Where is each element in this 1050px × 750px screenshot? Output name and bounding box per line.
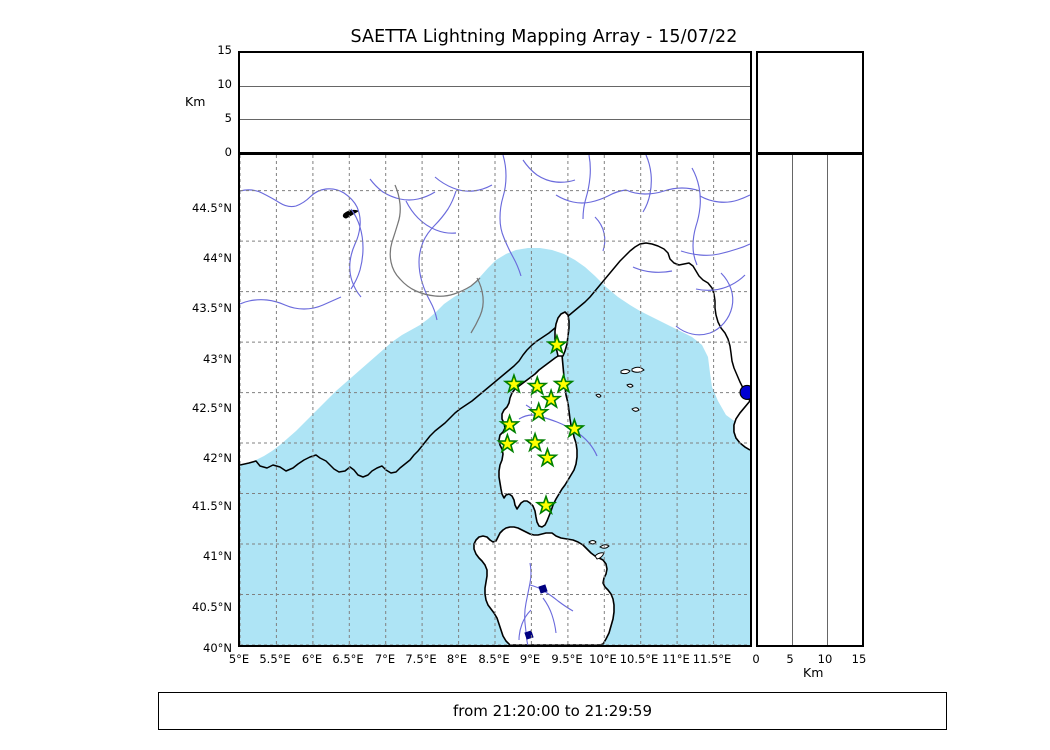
- tick-lat-44-5: 44.5°N: [192, 201, 232, 215]
- page-title: SAETTA Lightning Mapping Array - 15/07/2…: [350, 27, 738, 47]
- source-marker: [739, 384, 750, 401]
- gridline-rt-5: [792, 155, 793, 645]
- station-marker: [524, 431, 547, 453]
- altitude-vs-latitude-panel: [756, 153, 864, 647]
- tick-rt-10: 10: [817, 652, 833, 666]
- station-marker: [498, 413, 521, 435]
- station-marker: [540, 387, 563, 409]
- tick-rt-5: 5: [786, 652, 794, 666]
- tick-lat-43: 43°N: [203, 352, 232, 366]
- axis-label-km-vertical: Km: [185, 94, 206, 109]
- axis-label-km-horizontal: Km: [803, 665, 824, 680]
- tick-alt-15: 15: [217, 43, 232, 57]
- tick-lat-41-5: 41.5°N: [192, 499, 232, 513]
- tick-lat-41: 41°N: [203, 549, 232, 563]
- station-marker: [536, 446, 559, 468]
- gridline-alt-10: [240, 86, 750, 87]
- gridline-rt-10: [827, 155, 828, 645]
- vhf-source-markers: [739, 384, 750, 401]
- tick-alt-10: 10: [217, 77, 232, 91]
- station-marker: [502, 372, 526, 394]
- tick-lon-7: 7°E: [374, 652, 396, 666]
- tick-lon-9-5: 9.5°E: [551, 652, 583, 666]
- tick-lon-11-5: 11.5°E: [692, 652, 732, 666]
- tick-lon-6-5: 6.5°E: [332, 652, 364, 666]
- tick-lon-10: 10°E: [589, 652, 617, 666]
- tick-lon-5: 5°E: [228, 652, 250, 666]
- tick-lon-9: 9°E: [519, 652, 541, 666]
- tick-alt-0: 0: [224, 145, 232, 159]
- gridline-alt-5: [240, 119, 750, 120]
- tick-lat-42-5: 42.5°N: [192, 401, 232, 415]
- tick-rt-0: 0: [752, 652, 760, 666]
- lma-station-markers: [496, 333, 586, 515]
- station-marker: [534, 493, 558, 515]
- map-graphics: [240, 155, 750, 645]
- tick-lon-7-5: 7.5°E: [405, 652, 437, 666]
- station-marker: [545, 333, 568, 355]
- altitude-vs-longitude-panel: [238, 51, 752, 154]
- time-range-caption: from 21:20:00 to 21:29:59: [158, 692, 947, 730]
- tick-lat-43-5: 43.5°N: [192, 301, 232, 315]
- time-range-text: from 21:20:00 to 21:29:59: [452, 702, 652, 720]
- tick-lon-6: 6°E: [301, 652, 323, 666]
- station-marker: [496, 432, 519, 454]
- tick-lat-42: 42°N: [203, 451, 232, 465]
- tick-rt-15: 15: [851, 652, 867, 666]
- tick-lon-11: 11°E: [662, 652, 690, 666]
- station-marker: [526, 374, 549, 396]
- station-marker: [552, 372, 575, 394]
- tick-lat-44: 44°N: [203, 251, 232, 265]
- tick-lon-8: 8°E: [446, 652, 468, 666]
- station-marker: [563, 417, 586, 439]
- tick-lon-5-5: 5.5°E: [259, 652, 291, 666]
- station-marker: [527, 400, 550, 423]
- tick-lon-10-5: 10.5°E: [619, 652, 659, 666]
- altitude-histogram-panel: [756, 51, 864, 154]
- tick-alt-5: 5: [224, 111, 232, 125]
- tick-lon-8-5: 8.5°E: [478, 652, 510, 666]
- tick-lat-40: 40°N: [203, 641, 232, 655]
- tick-lat-40-5: 40.5°N: [192, 600, 232, 614]
- map-panel[interactable]: [238, 153, 752, 647]
